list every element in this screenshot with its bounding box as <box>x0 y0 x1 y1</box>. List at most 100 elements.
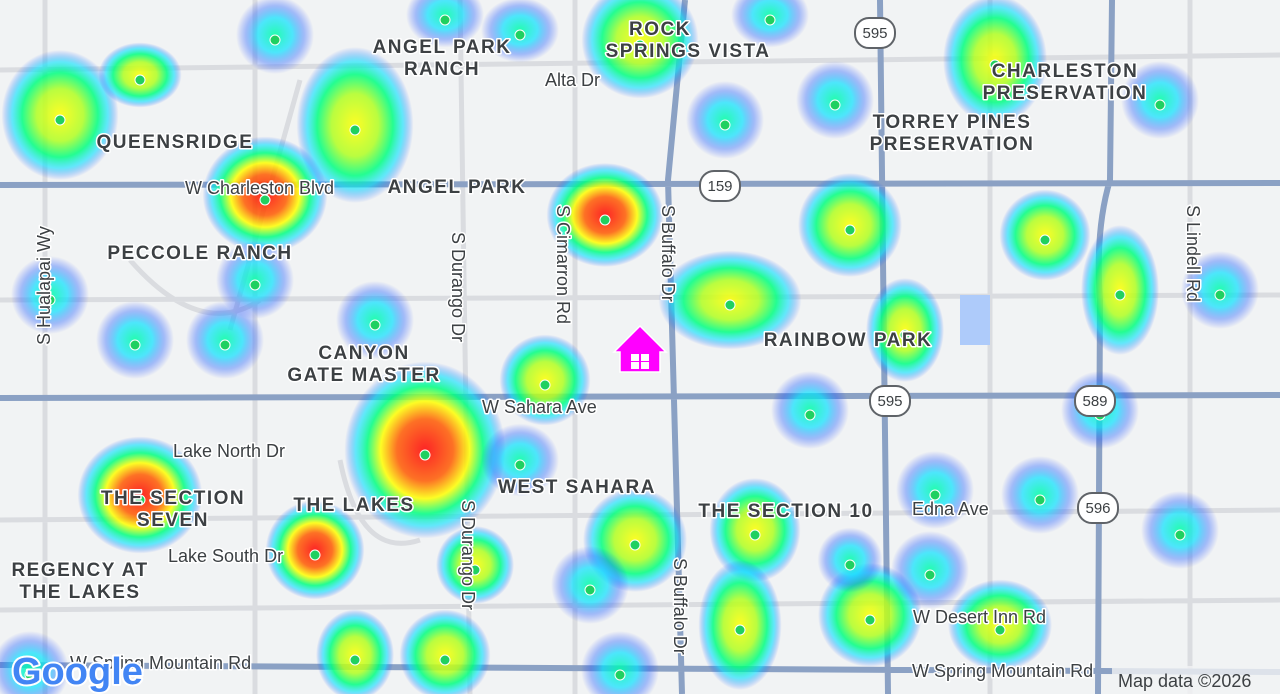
street-label: S Cimarron Rd <box>553 205 573 324</box>
street-label: Lake South Dr <box>168 546 283 566</box>
shield <box>699 170 741 202</box>
shield-label: 159 <box>707 178 732 195</box>
shield <box>854 17 896 49</box>
point <box>599 214 611 226</box>
point <box>249 279 261 291</box>
water <box>960 295 990 345</box>
heat-blob <box>0 631 69 694</box>
point <box>994 624 1006 636</box>
point <box>54 114 66 126</box>
neighborhood-label: PRESERVATION <box>870 134 1035 155</box>
attribution[interactable]: Map data ©2026 <box>1118 671 1251 691</box>
neighborhood-label: RAINBOW PARK <box>764 330 933 351</box>
neighborhood-label: WEST SAHARA <box>498 477 656 498</box>
street-label: S Durango Dr <box>458 500 478 610</box>
point <box>719 119 731 131</box>
neighborhood-labels: ROCK SPRINGS VISTA ANGEL PARK RANCH CHAR… <box>10 18 1148 605</box>
street-label: W Desert Inn Rd <box>913 607 1046 627</box>
street-label: W Spring Mountain Rd <box>912 661 1093 681</box>
point <box>1039 234 1051 246</box>
point <box>44 294 56 306</box>
point <box>349 654 361 666</box>
heat-blob <box>316 609 394 694</box>
point <box>764 14 776 26</box>
neighborhood-label: ANGEL PARK <box>388 177 527 198</box>
point <box>724 299 736 311</box>
point <box>539 379 551 391</box>
heat-blob <box>581 631 659 694</box>
neighborhood-label: TORREY PINES <box>873 112 1032 133</box>
point <box>369 319 381 331</box>
point <box>629 539 641 551</box>
point <box>1214 289 1226 301</box>
shield <box>1074 385 1116 417</box>
street-label: W Spring Mountain Rd <box>70 653 251 673</box>
street-label: S Buffalo Dr <box>670 558 690 655</box>
shield <box>1077 492 1119 524</box>
street-label: S Lindell Rd <box>1183 205 1203 302</box>
point <box>929 489 941 501</box>
point <box>469 564 481 576</box>
route-shields: 595 159 595 589 596 <box>699 17 1119 524</box>
point <box>1034 494 1046 506</box>
point <box>749 529 761 541</box>
point <box>439 654 451 666</box>
point <box>1174 529 1186 541</box>
point <box>899 329 911 341</box>
point <box>439 14 451 26</box>
point <box>989 59 1001 71</box>
point <box>219 339 231 351</box>
point <box>134 74 146 86</box>
shield-label: 596 <box>1085 500 1110 517</box>
neighborhood-label: SEVEN <box>137 510 209 531</box>
street-label: W Charleston Blvd <box>185 178 334 198</box>
point <box>269 34 281 46</box>
street-label: Edna Ave <box>912 499 989 519</box>
attribution-bg <box>1112 666 1280 694</box>
neighborhood-label: CHARLESTON <box>992 61 1139 82</box>
neighborhood-label: REGENCY AT <box>11 560 148 581</box>
point <box>514 29 526 41</box>
neighborhood-label: ANGEL PARK <box>373 37 512 58</box>
neighborhood-label: PECCOLE RANCH <box>107 243 292 264</box>
street-label: Lake North Dr <box>173 441 285 461</box>
heat-blob <box>399 609 491 694</box>
shield <box>869 385 911 417</box>
point <box>829 99 841 111</box>
neighborhood-label: SPRINGS VISTA <box>606 41 771 62</box>
neighborhood-label: RANCH <box>404 59 480 80</box>
neighborhood-label: ROCK <box>629 19 691 40</box>
point <box>349 124 361 136</box>
point <box>614 669 626 681</box>
street-label: S Durango Dr <box>448 232 468 342</box>
point <box>134 494 146 506</box>
neighborhood-label: THE LAKES <box>293 495 414 516</box>
point <box>259 194 271 206</box>
shield-label: 589 <box>1082 393 1107 410</box>
neighborhood-label: CANYON <box>318 343 409 364</box>
point <box>309 549 321 561</box>
street-label: S Hualapai Wy <box>34 226 54 345</box>
neighborhood-label: THE LAKES <box>19 582 140 603</box>
street-label: S Buffalo Dr <box>658 205 678 302</box>
point <box>864 614 876 626</box>
neighborhood-label: THE SECTION <box>101 488 245 509</box>
home-marker[interactable] <box>612 324 668 373</box>
point <box>584 584 596 596</box>
shield-label: 595 <box>862 25 887 42</box>
neighborhood-label: QUEENSRIDGE <box>97 132 254 153</box>
neighborhood-label: THE SECTION 10 <box>698 501 873 522</box>
neighborhood-label: PRESERVATION <box>983 83 1148 104</box>
neighborhood-label: GATE MASTER <box>287 365 440 386</box>
point <box>844 224 856 236</box>
point <box>804 409 816 421</box>
point <box>734 624 746 636</box>
point <box>634 39 646 51</box>
street-label: W Sahara Ave <box>482 397 597 417</box>
point <box>1154 99 1166 111</box>
point <box>924 569 936 581</box>
point <box>24 669 36 681</box>
logo: Google <box>12 651 143 693</box>
